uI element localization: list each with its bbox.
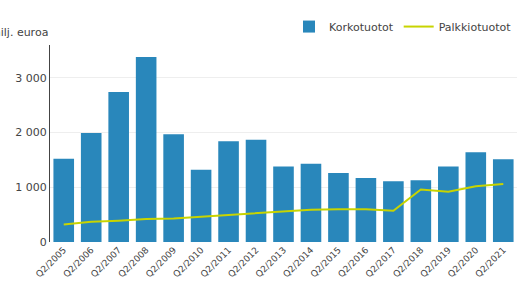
svg-text:Q2/2018: Q2/2018: [391, 245, 426, 280]
svg-text:milj. euroa: milj. euroa: [0, 26, 48, 39]
svg-text:Palkkiotuotot: Palkkiotuotot: [439, 21, 512, 34]
svg-text:0: 0: [40, 236, 47, 249]
svg-text:Korkotuotot: Korkotuotot: [329, 21, 394, 34]
svg-text:Q2/2021: Q2/2021: [473, 245, 507, 279]
svg-text:Q2/2006: Q2/2006: [61, 245, 96, 280]
svg-text:Q2/2013: Q2/2013: [254, 245, 288, 279]
svg-text:Q2/2010: Q2/2010: [171, 245, 206, 280]
svg-text:Q2/2007: Q2/2007: [89, 245, 123, 279]
svg-text:1 000: 1 000: [15, 181, 47, 194]
svg-text:Q2/2014: Q2/2014: [281, 245, 316, 280]
svg-text:Q2/2019: Q2/2019: [418, 245, 453, 280]
svg-text:Q2/2015: Q2/2015: [309, 245, 343, 279]
svg-text:2 000: 2 000: [15, 126, 47, 139]
svg-text:Q2/2008: Q2/2008: [116, 245, 151, 280]
svg-text:3 000: 3 000: [15, 72, 47, 85]
svg-text:Q2/2016: Q2/2016: [336, 245, 371, 280]
svg-text:Q2/2017: Q2/2017: [364, 245, 398, 279]
svg-text:Q2/2009: Q2/2009: [144, 245, 179, 280]
svg-text:Q2/2011: Q2/2011: [199, 245, 233, 279]
svg-text:Q2/2012: Q2/2012: [226, 245, 260, 279]
svg-text:Q2/2005: Q2/2005: [34, 245, 68, 279]
svg-text:Q2/2020: Q2/2020: [446, 245, 481, 280]
